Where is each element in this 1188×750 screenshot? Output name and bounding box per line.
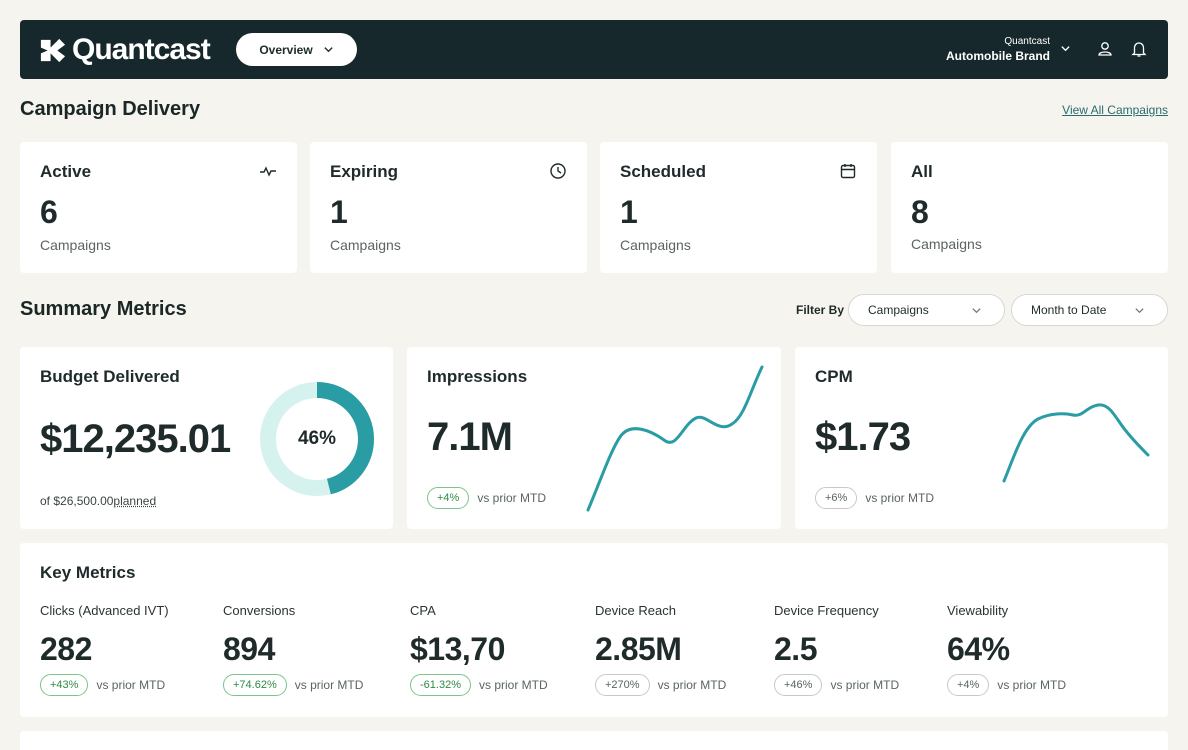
budget-of-prefix: of (40, 494, 51, 508)
metric-value: 2.5 (774, 631, 817, 667)
view-all-campaigns-link[interactable]: View All Campaigns (1062, 103, 1168, 117)
activity-pulse-icon (260, 166, 276, 177)
brand-name: Quantcast (72, 33, 211, 66)
account-brand: Automobile Brand (946, 49, 1050, 63)
delta-badge: +46% (774, 674, 823, 696)
summary-metrics-title: Summary Metrics (20, 298, 187, 320)
metric-value: 894 (223, 631, 275, 667)
delta-badge: +4% (947, 674, 990, 696)
card-count: 1 (620, 194, 638, 230)
filter-by-label: Filter By (796, 303, 845, 317)
filter-dimension-value: Campaigns (868, 303, 929, 317)
filter-period-value: Month to Date (1031, 303, 1107, 317)
delta-text: vs prior MTD (477, 491, 546, 505)
budget-planned: of $26,500.00planned (40, 494, 156, 508)
metric-value: 2.85M (595, 631, 682, 667)
impressions-delta: +4% vs prior MTD (427, 487, 546, 509)
budget-title: Budget Delivered (40, 367, 180, 386)
key-metric-viewability: Viewability 64% +4% vs prior MTD (947, 603, 1066, 696)
delta-text: vs prior MTD (478, 678, 548, 692)
key-metrics-card: Key Metrics Clicks (Advanced IVT) 282 +4… (20, 543, 1168, 717)
donut-progress-arc (260, 382, 374, 496)
delta-text: vs prior MTD (830, 678, 900, 692)
quantcast-logo[interactable]: Quantcast (38, 33, 211, 67)
cpm-card: CPM $1.73 +6% vs prior MTD (795, 347, 1168, 529)
card-count: 1 (330, 194, 348, 230)
delta-text: vs prior MTD (96, 678, 166, 692)
budget-delivered-card: Budget Delivered $12,235.01 of $26,500.0… (20, 347, 393, 529)
key-metric-device-reach: Device Reach 2.85M +270% vs prior MTD (595, 603, 726, 696)
key-metric-device-frequency: Device Frequency 2.5 +46% vs prior MTD (774, 603, 899, 696)
metric-value: 282 (40, 631, 92, 667)
top-navigation-bar: Quantcast Overview Quantcast Automobile … (20, 20, 1168, 79)
card-count: 6 (40, 194, 58, 230)
calendar-icon (840, 164, 856, 179)
metric-value: $13,70 (410, 631, 505, 667)
delta-badge: +270% (595, 674, 650, 696)
metric-label: Clicks (Advanced IVT) (40, 603, 169, 618)
view-selector-label: Overview (259, 42, 313, 57)
delta-badge: +6% (815, 487, 858, 509)
card-sub: Campaigns (911, 236, 982, 252)
delta-badge: +74.62% (223, 674, 287, 696)
delta-text: vs prior MTD (865, 491, 934, 505)
metric-label: Device Reach (595, 603, 676, 618)
metric-label: Device Frequency (774, 603, 879, 618)
expiring-campaigns-card[interactable]: Expiring 1 Campaigns (310, 142, 587, 273)
delta-badge: -61.32% (410, 674, 471, 696)
impressions-title: Impressions (427, 367, 528, 386)
account-switcher[interactable]: Quantcast Automobile Brand (946, 36, 1050, 64)
budget-donut-chart (260, 382, 374, 496)
delta-badge: +43% (40, 674, 89, 696)
budget-planned-word: planned (113, 494, 157, 508)
key-metric-clicks: Clicks (Advanced IVT) 282 +43% vs prior M… (40, 603, 169, 696)
next-section-card (20, 731, 1168, 750)
budget-value: $12,235.01 (40, 417, 231, 461)
card-sub: Campaigns (330, 237, 401, 253)
key-metrics-title: Key Metrics (40, 563, 136, 582)
delta-text: vs prior MTD (294, 678, 364, 692)
metric-label: Conversions (223, 603, 296, 618)
filter-dimension-select[interactable]: Campaigns (848, 294, 1005, 326)
budget-planned-amount: $26,500.00 (53, 494, 114, 508)
card-label: Scheduled (620, 162, 706, 181)
delta-badge: +4% (427, 487, 470, 509)
card-sub: Campaigns (620, 237, 691, 253)
delta-text: vs prior MTD (997, 678, 1066, 692)
view-selector-dropdown[interactable]: Overview (236, 33, 357, 66)
scheduled-campaigns-card[interactable]: Scheduled 1 Campaigns (600, 142, 877, 273)
campaign-delivery-title: Campaign Delivery (20, 98, 201, 120)
metric-label: CPA (410, 603, 436, 618)
active-campaigns-card[interactable]: Active 6 Campaigns (20, 142, 297, 273)
card-label: Expiring (330, 162, 399, 181)
all-campaigns-card[interactable]: All 8 Campaigns (891, 142, 1168, 273)
card-label: Active (40, 162, 92, 181)
impressions-card: Impressions 7.1M +4% vs prior MTD (407, 347, 781, 529)
card-sub: Campaigns (40, 237, 111, 253)
impressions-value: 7.1M (427, 415, 513, 459)
card-count: 8 (911, 194, 929, 230)
clock-icon (550, 163, 566, 179)
card-label: All (911, 162, 933, 181)
cpm-title: CPM (815, 367, 853, 386)
bell-icon[interactable] (1130, 40, 1148, 58)
chevron-down-icon (324, 47, 333, 53)
filter-period-select[interactable]: Month to Date (1011, 294, 1168, 326)
metric-value: 64% (947, 631, 1010, 667)
account-org: Quantcast (1004, 36, 1050, 47)
chevron-down-icon (1135, 307, 1144, 313)
quantcast-logo-icon (40, 38, 66, 62)
impressions-sparkline (586, 365, 764, 512)
key-metric-cpa: CPA $13,70 -61.32% vs prior MTD (410, 603, 548, 696)
chevron-down-icon (972, 307, 981, 313)
cpm-sparkline (1002, 403, 1150, 483)
user-icon[interactable] (1096, 40, 1114, 58)
key-metric-conversions: Conversions 894 +74.62% vs prior MTD (223, 603, 363, 696)
cpm-value: $1.73 (815, 415, 911, 459)
cpm-delta: +6% vs prior MTD (815, 487, 934, 509)
budget-percent: 46% (297, 428, 337, 449)
delta-text: vs prior MTD (657, 678, 727, 692)
metric-label: Viewability (947, 603, 1009, 618)
account-chevron-down-icon[interactable] (1060, 43, 1071, 54)
